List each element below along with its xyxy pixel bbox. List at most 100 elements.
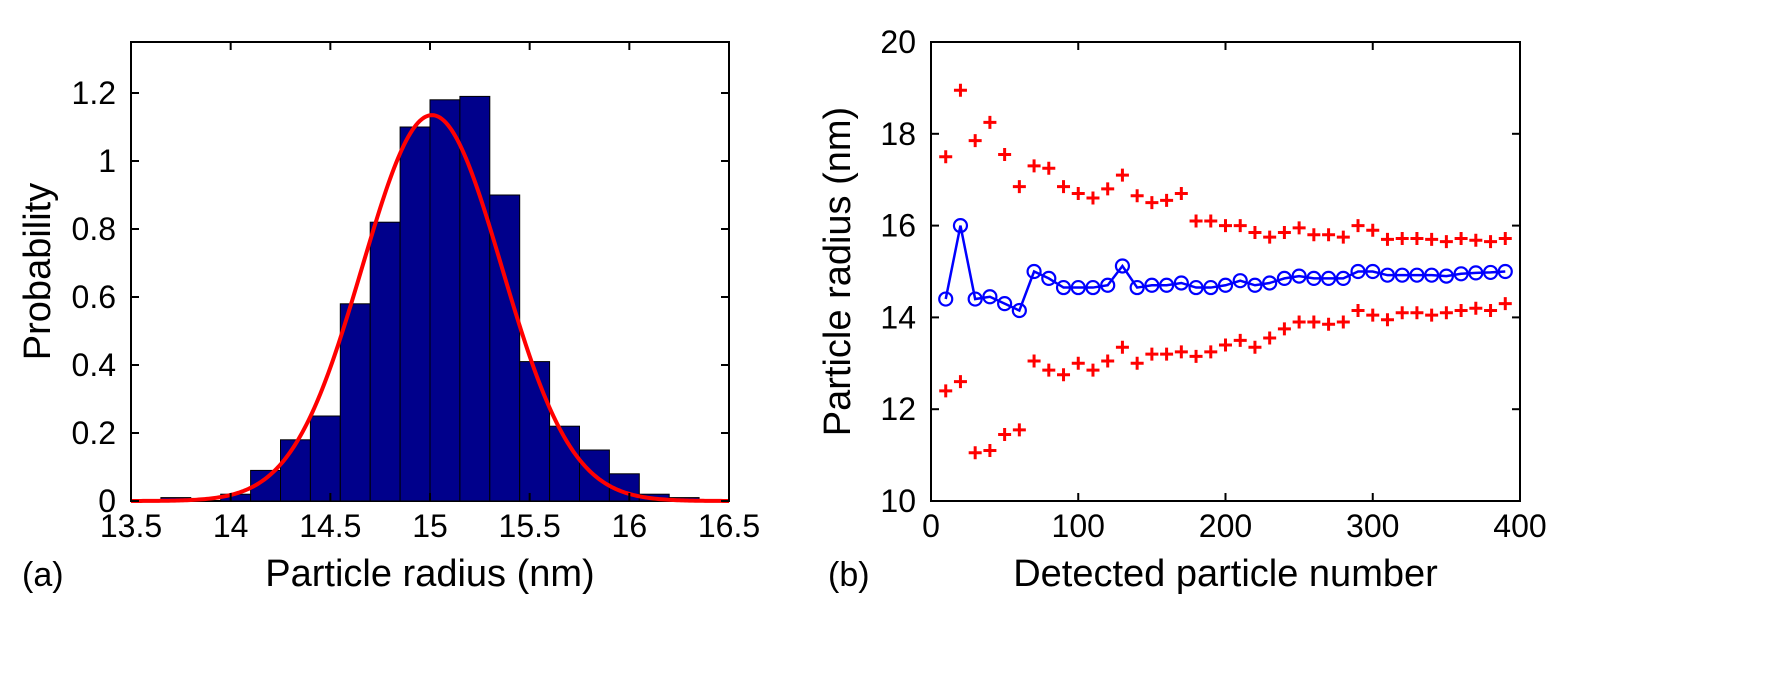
mean-radius-point [1468, 265, 1484, 281]
bound-point [1366, 308, 1380, 322]
mean-radius-point [1173, 275, 1189, 291]
bound-point [1027, 159, 1041, 173]
panel-a-y-axis-label: Probability [17, 183, 59, 360]
y-tick-label: 0.4 [72, 347, 116, 383]
mean-radius-point [1276, 270, 1293, 286]
mean-radius-point [1379, 267, 1396, 283]
bound-point [1057, 180, 1071, 194]
bound-point [1071, 356, 1085, 370]
mean-radius-point [938, 291, 954, 307]
mean-radius-point [967, 291, 983, 307]
bound-point [1366, 223, 1380, 237]
bound-point [1322, 317, 1336, 331]
bound-point [1233, 219, 1247, 233]
bound-point [1233, 333, 1247, 347]
bound-point [1057, 368, 1071, 382]
mean-radius-point [1203, 279, 1219, 296]
bound-point [939, 150, 953, 164]
x-tick-label: 16.5 [698, 508, 760, 544]
x-tick-label: 15.5 [499, 508, 561, 544]
mean-radius-point [1365, 263, 1381, 280]
mean-radius-point [1497, 263, 1513, 280]
bound-point [1307, 315, 1321, 329]
y-tick-label: 1.2 [72, 75, 116, 111]
bound-point [1336, 315, 1350, 329]
bound-point [953, 83, 967, 97]
mean-radius-point [1100, 277, 1116, 293]
bound-point [1189, 214, 1203, 228]
bound-point [1380, 313, 1394, 327]
bound-point [1439, 306, 1453, 320]
x-tick-label: 13.5 [100, 508, 162, 544]
bound-point [1425, 232, 1439, 246]
mean-radius-point [1320, 270, 1337, 286]
mean-radius-point [1011, 302, 1027, 319]
panel-b-series [938, 83, 1513, 460]
bound-point [998, 147, 1012, 161]
mean-radius-point [1335, 270, 1351, 286]
bound-point [983, 444, 997, 458]
histogram-bar [519, 361, 551, 502]
bound-point [1204, 345, 1218, 359]
mean-radius-point [1188, 279, 1204, 296]
panel-b-y-axis-label: Particle radius (nm) [817, 107, 859, 436]
mean-radius-point [1350, 263, 1366, 280]
x-tick-label: 16 [612, 508, 648, 544]
bound-point [1042, 161, 1056, 175]
mean-radius-point [1232, 273, 1248, 289]
bound-point [1130, 189, 1144, 203]
histogram-bar [280, 439, 311, 502]
panel-a-x-ticks: 13.5 14 14.5 15 15.5 16 16.5 [100, 42, 760, 544]
mean-radius-point [1041, 270, 1057, 286]
bound-point [1012, 423, 1026, 437]
bound-point [1498, 231, 1512, 245]
y-tick-label: 10 [880, 483, 916, 519]
mean-radius-point [1262, 275, 1278, 291]
panel-b-label: (b) [828, 556, 870, 594]
bound-point [1027, 354, 1041, 368]
bound-point [1174, 345, 1188, 359]
x-tick-label: 15 [412, 508, 448, 544]
bound-point [1086, 363, 1100, 377]
bound-point [1071, 186, 1085, 200]
bound-point [998, 427, 1012, 441]
bound-point [1454, 231, 1468, 245]
bound-point [1351, 219, 1365, 233]
bound-point [1189, 349, 1203, 363]
y-tick-label: 0.2 [72, 415, 116, 451]
bound-point [1101, 354, 1115, 368]
mean-radius-point [1394, 267, 1410, 283]
histogram-bar [339, 303, 371, 502]
histogram-bar [309, 415, 341, 502]
mean-radius-point [1085, 279, 1101, 296]
bound-point [1204, 214, 1218, 228]
x-tick-label: 100 [1052, 508, 1105, 544]
panel-b-x-axis-label: Detected particle number [1013, 553, 1438, 595]
bound-point [1101, 182, 1115, 196]
mean-radius-point [1424, 267, 1440, 283]
y-tick-label: 16 [880, 208, 916, 244]
bound-point [1484, 304, 1498, 318]
mean-radius-point [1438, 268, 1454, 284]
bound-point [1248, 225, 1262, 239]
histogram-bar [429, 99, 461, 502]
series-lower-bound [939, 297, 1512, 460]
bound-point [968, 134, 982, 148]
series-upper-bound [939, 83, 1512, 249]
bound-point [1042, 363, 1056, 377]
bound-point [1263, 230, 1277, 244]
bound-point [1469, 233, 1483, 247]
bound-point [1248, 340, 1262, 354]
mean-radius-point [1070, 279, 1086, 296]
mean-radius-point [952, 218, 969, 234]
panel-a-histogram: 13.5 14 14.5 15 15.5 16 16.5 0 0.2 0.4 0.6 0.8 1 1.2… [17, 41, 760, 595]
y-tick-label: 12 [880, 391, 916, 427]
panel-b-x-ticks: 0 100 200 300 400 [922, 42, 1547, 544]
y-tick-label: 14 [880, 299, 916, 335]
panel-b-y-ticks: 10 12 14 16 18 20 [880, 24, 1520, 519]
y-tick-label: 0.8 [72, 211, 116, 247]
bound-point [1160, 347, 1174, 361]
panel-a-x-axis-label: Particle radius (nm) [265, 553, 594, 595]
bound-point [1336, 230, 1350, 244]
